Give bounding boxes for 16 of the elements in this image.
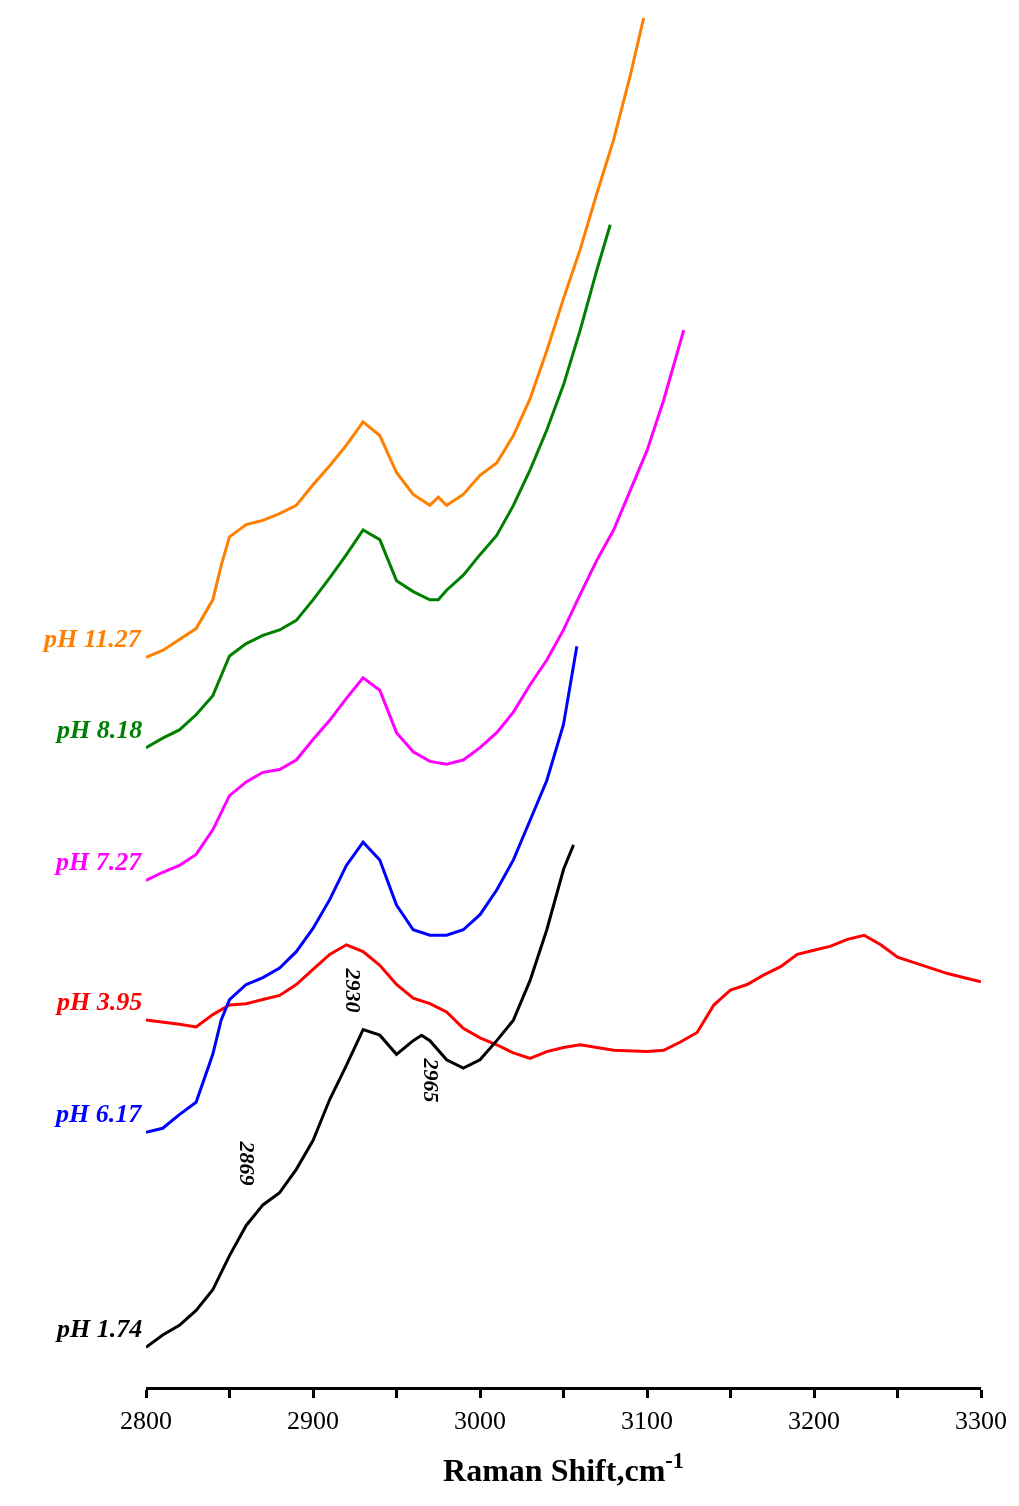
series-label: pH 8.18: [55, 715, 143, 744]
series-label: pH 6.17: [54, 1099, 143, 1128]
annotation: 2965: [418, 1057, 444, 1103]
x-tick-label: 3300: [955, 1406, 1007, 1436]
annotation: 2930: [340, 967, 366, 1013]
series-label: pH 11.27: [42, 624, 142, 653]
x-tick-label: 2800: [120, 1406, 172, 1436]
series-label: pH 7.27: [54, 847, 143, 876]
x-tick-label: 2900: [287, 1406, 339, 1436]
x-tick-label: 3100: [621, 1406, 673, 1436]
series-label: pH 1.74: [55, 1314, 143, 1343]
x-tick-label: 3000: [454, 1406, 506, 1436]
annotation: 2869: [234, 1140, 260, 1186]
x-axis-title: Raman Shift,cm$^{-1}$: [443, 1447, 684, 1489]
x-tick-label: 3200: [788, 1406, 840, 1436]
series-label: pH 3.95: [55, 987, 143, 1016]
